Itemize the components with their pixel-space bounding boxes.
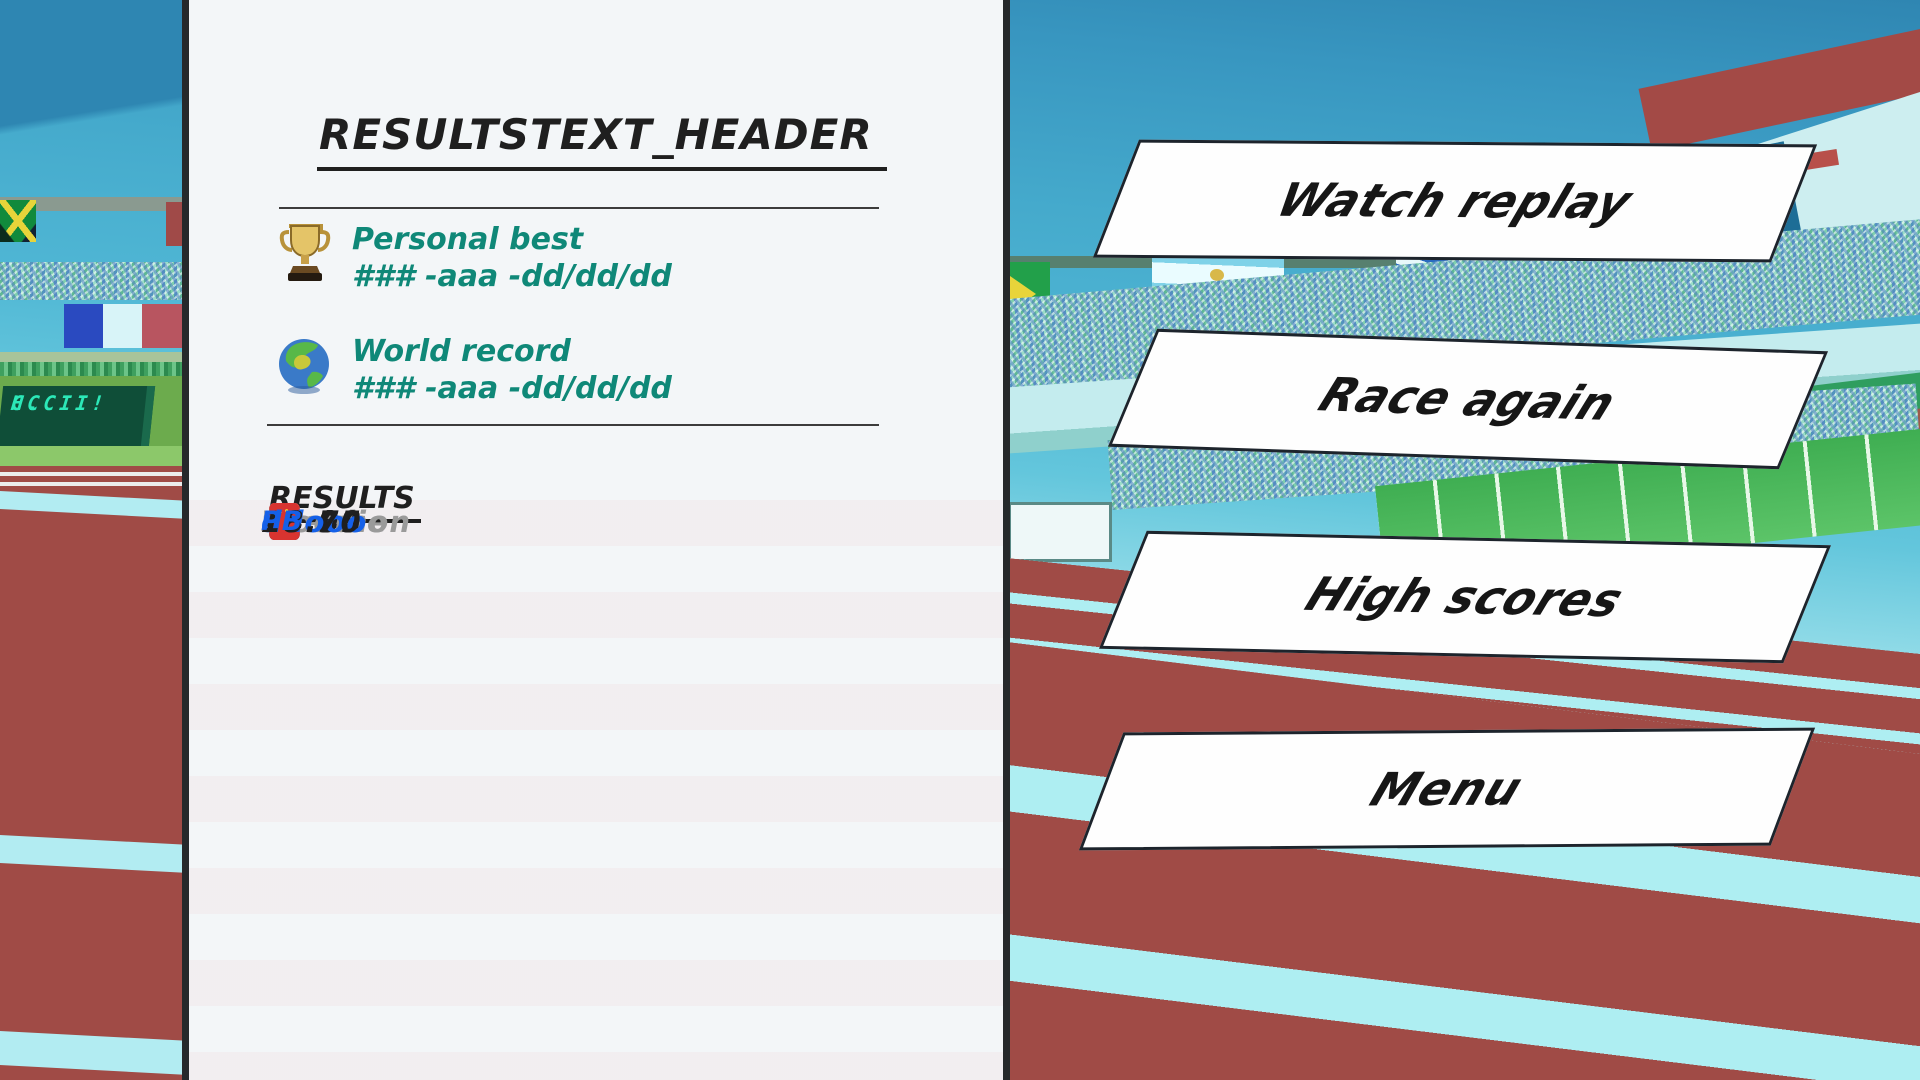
menu-button-label: Race again <box>1311 367 1625 431</box>
world-record-label: World record <box>352 334 571 369</box>
personal-best-label: Personal best <box>352 222 584 257</box>
scoreboard-line: CCC <box>10 391 61 415</box>
finish-line <box>0 482 182 486</box>
china-flag-icon <box>269 503 300 541</box>
trophy-icon <box>279 222 331 286</box>
world-record-value: ### -aaa -dd/dd/dd <box>352 371 672 406</box>
lane-line <box>0 1030 182 1076</box>
results-header: RESULTSTEXT_HEADER <box>317 110 887 172</box>
official-booth <box>1008 502 1112 562</box>
grass-light-left <box>0 446 182 466</box>
result-row: 7 ddooo 18.70 PB <box>261 500 565 544</box>
lane-line <box>0 834 182 874</box>
stadium-scoreboard: H. II! CCC <box>0 386 156 446</box>
time-cell: 18.70 <box>261 504 363 539</box>
menu-button-label: Menu <box>1363 761 1531 817</box>
watch-replay-button[interactable]: Watch replay <box>1092 139 1818 263</box>
high-scores-button[interactable]: High scores <box>1098 530 1832 664</box>
race-again-button[interactable]: Race again <box>1107 328 1829 470</box>
results-panel: RESULTSTEXT_HEADER Personal best ### -aa… <box>182 0 1010 1080</box>
track-left <box>0 466 182 1080</box>
globe-icon <box>278 334 330 398</box>
menu-button-label: High scores <box>1298 566 1632 628</box>
runner-name: ddooo <box>261 504 368 539</box>
divider <box>267 424 879 426</box>
hedge-left <box>0 362 182 378</box>
flag-rail-left <box>0 197 182 211</box>
red-flag-edge <box>166 202 182 246</box>
pb-badge: PB <box>261 506 304 538</box>
jamaica-flag <box>0 200 36 242</box>
lane-line <box>0 490 182 520</box>
menu-button-label: Watch replay <box>1269 172 1641 230</box>
crowd-band-left <box>0 262 182 300</box>
menu-button[interactable]: Menu <box>1078 727 1816 851</box>
divider <box>279 207 879 209</box>
results-title: RESULTS <box>268 481 421 523</box>
france-flag <box>64 304 182 348</box>
personal-best-value: ### -aaa -dd/dd/dd <box>352 259 672 294</box>
finish-line <box>0 472 182 476</box>
